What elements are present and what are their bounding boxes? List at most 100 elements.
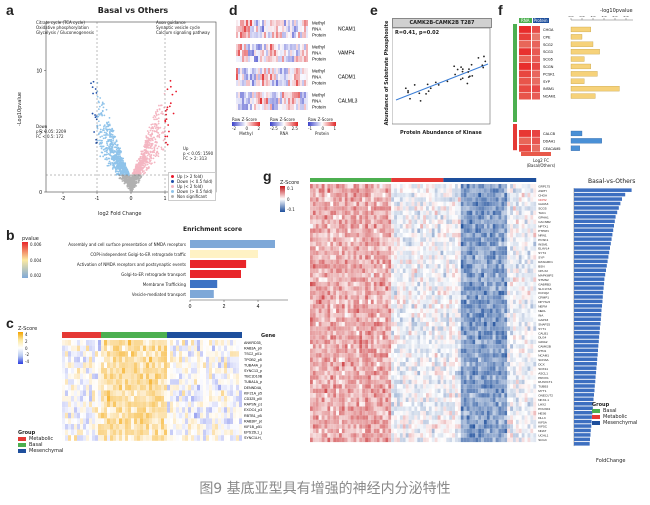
volcano-point: [157, 122, 160, 125]
heatmap-c-cell: [98, 368, 101, 374]
g-heat-cell: [443, 192, 447, 198]
scatter-point: [456, 68, 459, 71]
heatmap-c-cell: [182, 362, 185, 368]
g-heat-cell: [423, 277, 426, 282]
multiomics-cell: [242, 80, 244, 86]
g-heat-cell: [350, 259, 354, 265]
f-heat-cell: [532, 137, 540, 145]
g-heat-cell: [492, 184, 496, 189]
heatmap-c-cell: [167, 356, 170, 363]
multiomics-cell: [280, 20, 282, 26]
g-heat-cell: [414, 259, 418, 265]
heatmap-c-cell: [128, 390, 131, 396]
g-heat-cell: [428, 232, 432, 238]
g-heat-cell: [452, 264, 455, 269]
multiomics-cell: [292, 56, 294, 62]
heatmap-c-cell: [227, 384, 230, 391]
volcano-point: [100, 142, 103, 145]
g-heat-cell: [402, 201, 406, 207]
volcano-point: [137, 179, 140, 181]
multiomics-legend-tick: -2: [232, 126, 236, 131]
multiomics-cell: [262, 92, 264, 98]
panel-label-c: c: [6, 315, 14, 331]
g-heat-cell: [344, 215, 348, 220]
volcano-point: [148, 158, 151, 160]
g-heat-cell: [524, 192, 528, 198]
heatmap-c-cell: [194, 396, 197, 402]
heatmap-c-cell: [161, 435, 164, 441]
g-heat-cell: [356, 259, 360, 265]
volcano-point: [151, 132, 154, 134]
g-heat-cell: [411, 215, 415, 220]
volcano-point: [137, 176, 140, 179]
g-heat-cell: [446, 273, 450, 278]
heatmap-c-cell: [137, 356, 140, 363]
heatmap-c-cell: [152, 340, 155, 346]
heatmap-c-cell: [191, 384, 194, 391]
heatmap-c-cell: [65, 429, 68, 436]
heatmap-c-cell: [140, 379, 143, 385]
multiomics-cell: [250, 44, 252, 50]
g-heat-cell: [356, 264, 360, 269]
multiomics-cell: [294, 50, 296, 56]
multiomics-row-label: Methyl: [312, 45, 325, 50]
g-heat-cell: [457, 268, 461, 273]
volcano-frame: [45, 21, 217, 193]
g-heat-cell: [472, 259, 476, 265]
heatmap-c-cell: [101, 379, 104, 385]
heatmap-c-cell: [215, 345, 218, 352]
g-heat-cell: [457, 281, 461, 287]
g-heat-cell: [399, 259, 403, 265]
g-heat-cell: [353, 201, 357, 207]
heatmap-c-cell: [113, 401, 116, 408]
volcano-point: [142, 164, 145, 167]
heatmap-c-cell: [128, 424, 131, 430]
heatmap-c-group-item: Mesenchymal: [18, 448, 63, 454]
multiomics-cell: [276, 92, 278, 98]
g-heat-cell: [501, 259, 505, 265]
heatmap-c-legend: Z-Score 4 2 0 -2 -4: [18, 326, 37, 364]
g-heat-cell: [533, 273, 537, 278]
g-heat-cell: [408, 197, 412, 202]
g-heat-cell: [518, 255, 522, 260]
g-heat-cell: [414, 206, 418, 211]
heatmap-c-cell: [128, 340, 131, 346]
g-heat-cell: [330, 224, 334, 229]
volcano-point: [147, 152, 150, 155]
g-heat-cell: [431, 188, 435, 193]
multiomics-cell: [260, 56, 262, 62]
g-heat-cell: [365, 277, 368, 282]
scatter-ylabel: Abundance of Substrate Phosphosite: [384, 20, 390, 126]
heatmap-c-cell: [131, 412, 134, 419]
g-heat-cell: [518, 228, 522, 233]
multiomics-cell: [250, 50, 252, 56]
heatmap-c-cell: [224, 379, 227, 385]
heatmap-c-cell: [113, 418, 116, 424]
g-heat-cell: [463, 232, 467, 238]
heatmap-c-cell: [218, 362, 221, 368]
multiomics-cell: [244, 68, 246, 74]
g-heat-cell: [437, 273, 441, 278]
g-heat-cell: [353, 210, 357, 216]
g-heat-cell: [443, 224, 447, 229]
heatmap-c-cell: [233, 362, 236, 368]
volcano-point: [154, 138, 157, 141]
g-heat-cell: [510, 210, 513, 216]
g-heat-cell: [356, 188, 360, 193]
g-heat-cell: [426, 219, 429, 225]
volcano-point: [99, 124, 101, 127]
heatmap-c-cell: [158, 373, 161, 380]
g-heat-cell: [498, 210, 502, 216]
g-heat-cell: [472, 197, 476, 202]
multiomics-cell: [260, 80, 262, 86]
heatmap-c-cell: [80, 429, 83, 436]
g-heat-cell: [530, 188, 534, 193]
g-heat-cell: [362, 264, 366, 269]
heatmap-c-cell: [68, 435, 71, 441]
g-heat-cell: [353, 281, 357, 287]
g-heat-cell: [437, 210, 441, 216]
g-heat-cell: [434, 215, 438, 220]
heatmap-c-cell: [113, 368, 116, 374]
multiomics-cell: [300, 56, 302, 62]
heatmap-c-cell: [191, 340, 194, 346]
